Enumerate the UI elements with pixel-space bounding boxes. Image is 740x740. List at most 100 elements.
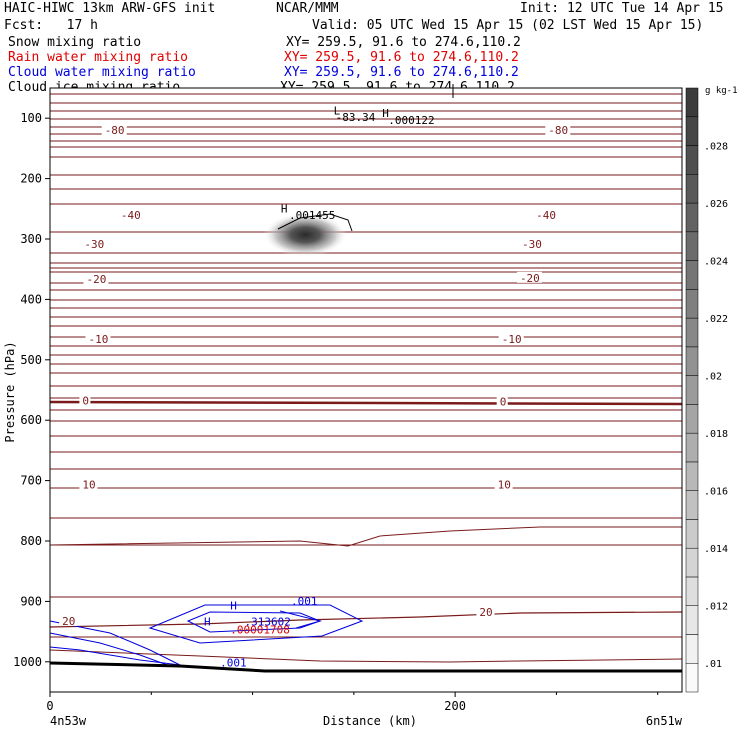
contour-label-bg (518, 238, 544, 250)
colorbar-swatch (685, 490, 699, 520)
y-axis-label: Pressure (hPa) (3, 341, 17, 442)
colorbar-swatch (685, 145, 699, 175)
colorbar-tick-label: .02 (704, 372, 722, 383)
isotherm-label: -80 (105, 124, 125, 137)
colorbar-swatch (685, 174, 699, 204)
field-name-snow: Snow mixing ratio (8, 35, 142, 50)
temperature-contours (49, 93, 683, 663)
contour-label-bg (496, 395, 508, 407)
colorbar-swatch (685, 576, 699, 606)
colorbar-tick-label: .018 (704, 429, 728, 440)
contour-label-bg (83, 273, 109, 285)
x-tick-label: 0 (46, 699, 53, 713)
colorbar-tick-label: .022 (704, 314, 728, 325)
cloud-water-contour (49, 632, 171, 667)
x-endpoint-right: 6n51w (646, 714, 683, 728)
field-name-cloudwater: Cloud water mixing ratio (8, 65, 196, 80)
contour-label-bg (81, 238, 107, 250)
field-xy-snow: XY= 259.5, 91.6 to 274.6,110.2 (286, 35, 521, 50)
colorbar-swatch (685, 346, 699, 376)
isotherm-label: 20 (62, 615, 75, 628)
isotherm-label: -20 (520, 272, 540, 285)
y-tick-label: 300 (20, 232, 42, 246)
extremum-label: H (382, 107, 389, 120)
isotherm-label: -20 (86, 273, 106, 286)
isotherm-label: -30 (84, 238, 104, 251)
colorbar-swatch (685, 634, 699, 664)
colorbar-swatch (685, 662, 699, 693)
y-tick-label: 800 (20, 534, 42, 548)
extremum-label: -83.34 (336, 111, 376, 124)
extremum-label: .313602 (244, 616, 290, 629)
y-tick-label: 400 (20, 292, 42, 306)
snow-contour (277, 213, 353, 232)
title-left: HAIC-HIWC 13km ARW-GFS init (4, 1, 216, 16)
contour-label-bg (545, 123, 571, 135)
init-time: Init: 12 UTC Tue 14 Apr 15 (520, 1, 724, 16)
colorbar-swatch (685, 231, 699, 261)
extremum-label: H (281, 202, 288, 215)
colorbar-swatch (685, 432, 699, 463)
contour-label-bg (498, 332, 524, 344)
colorbar-swatch (685, 605, 699, 635)
contour-label-bg (59, 614, 78, 626)
colorbar-swatch (685, 87, 699, 118)
colorbar-swatch (685, 116, 699, 146)
extremum-label: .00001708 (230, 623, 290, 636)
isotherm-label: -10 (502, 333, 522, 346)
cloud-water-contour (148, 604, 364, 644)
misc-contours (277, 84, 454, 232)
colorbar-tick-label: .012 (704, 602, 728, 613)
colorbar-tick-label: .016 (704, 487, 728, 498)
contour-labels: -80 -80 -40 -40 -30 -30 -20 -20 -10 -10 0 0 10 10 20 20… (59, 105, 571, 670)
contour-label-bg (117, 209, 143, 221)
field-xy-rain: XY= 259.5, 91.6 to 274.6,110.2 (284, 50, 519, 65)
colorbar-swatch (685, 202, 699, 233)
contour-label-bg (79, 478, 98, 490)
isotherm-label: 0 (82, 394, 89, 407)
valid-time: Valid: 05 UTC Wed 15 Apr 15 (02 LST Wed … (312, 18, 704, 33)
org-label: NCAR/MMM (276, 1, 339, 16)
colorbar: .01 .012 .014 .016 .018 .02 .022 .024 .026 .028 (685, 87, 728, 693)
cloud-water-contours (49, 604, 364, 667)
isotherm-label: -40 (121, 209, 141, 222)
extremum-label: L (334, 105, 341, 118)
y-tick-label: 600 (20, 413, 42, 427)
colorbar-swatch (685, 375, 699, 405)
y-tick-label: 200 (20, 172, 42, 186)
colorbar-tick-label: .026 (704, 199, 728, 210)
isotherm-label: 10 (82, 478, 95, 491)
y-tick-label: 1000 (13, 655, 42, 669)
forecast-hour: Fcst: 17 h (4, 18, 98, 33)
colorbar-tick-label: .014 (704, 544, 728, 555)
terrain-line (49, 661, 682, 673)
extremum-label: .001455 (289, 209, 335, 222)
colorbar-tick-label: .028 (704, 142, 728, 153)
y-tick-label: 100 (20, 111, 42, 125)
cloud-water-contour (279, 610, 322, 629)
isotherm-zero-line (49, 400, 683, 406)
extremum-label: .000122 (388, 114, 434, 127)
colorbar-swatch (685, 461, 699, 491)
y-tick-label: 700 (20, 474, 42, 488)
colorbar-tick-label: .01 (704, 659, 722, 670)
snow-maximum-blob (263, 212, 348, 257)
isotherm-line (49, 611, 683, 628)
isotherm-label: -40 (536, 209, 556, 222)
colorbar-swatch (685, 289, 699, 319)
colorbar-swatch (685, 404, 699, 434)
contour-label-bg (101, 123, 127, 135)
colorbar-swatch (685, 547, 699, 578)
isotherm-label: 0 (500, 396, 507, 409)
extremum-label: .001 (220, 657, 247, 670)
colorbar-swatch (685, 317, 699, 348)
extremum-label: H (230, 599, 237, 612)
x-tick-label: 200 (444, 699, 466, 713)
extremum-label: H (204, 616, 211, 629)
colorbar-tick-label: .024 (704, 257, 728, 268)
colorbar-unit: g kg-1 (705, 86, 738, 96)
contour-label-bg (79, 394, 91, 406)
isotherm-label: 20 (479, 606, 492, 619)
